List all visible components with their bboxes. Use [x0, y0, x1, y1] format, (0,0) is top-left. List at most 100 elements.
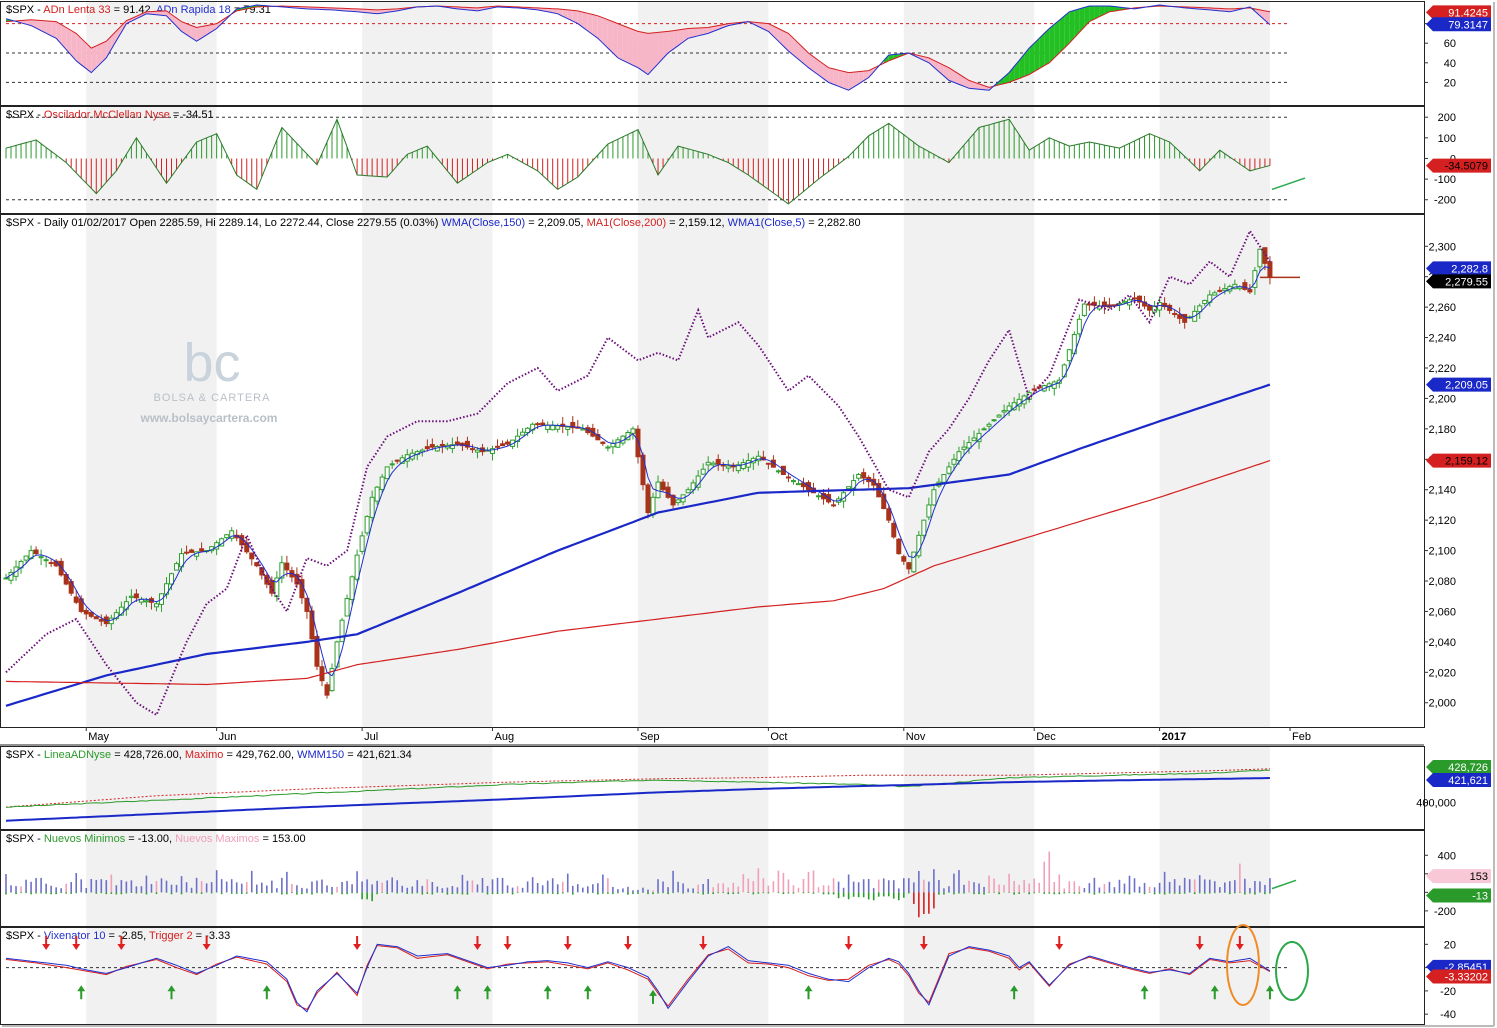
candle-body	[474, 449, 480, 453]
ad-line-badge-label: 428,726	[1448, 762, 1488, 774]
month-shade	[903, 215, 1035, 727]
candle-body	[715, 459, 721, 465]
adn-fill-pink	[372, 9, 378, 14]
candle-body	[93, 616, 99, 620]
candle-body	[359, 535, 365, 552]
sell-arrow-head	[72, 943, 81, 950]
watermark-url: www.bolsaycartera.com	[140, 411, 278, 425]
title-part: ADn Lenta 33	[43, 4, 110, 16]
month-shade	[86, 215, 217, 727]
candle-body	[901, 556, 907, 562]
candle-body	[1212, 292, 1218, 296]
adn-fill-pink	[367, 9, 373, 14]
candle-body	[128, 595, 134, 598]
adn-fill-pink	[923, 56, 929, 63]
candle-body	[720, 464, 726, 467]
candle-body	[384, 466, 390, 480]
y-tick-label: 400	[1438, 850, 1456, 862]
month-shade	[362, 107, 493, 213]
candle-body	[665, 486, 671, 498]
buy-arrow-head	[1265, 985, 1274, 992]
x-tick-label: Oct	[770, 731, 787, 743]
adn-fill-green	[1109, 5, 1115, 12]
buy-arrow-head	[1010, 985, 1019, 992]
candle-body	[63, 573, 69, 585]
title-part: $SPX -	[6, 833, 44, 845]
title-part: Maximo	[185, 749, 224, 761]
mcclellan-badge	[1426, 158, 1491, 173]
candle-body	[189, 549, 195, 553]
candle-body	[1066, 349, 1072, 362]
adn-fill-pink	[843, 71, 849, 91]
candle-body	[911, 551, 917, 573]
title-part: WMA(Close,150)	[441, 217, 525, 229]
mcclellan-badge-label: -34.5079	[1445, 161, 1488, 173]
candle-body	[846, 486, 852, 490]
adn-fill-pink	[126, 18, 132, 24]
adn-fill-pink	[622, 25, 628, 63]
trigger-badge-label: -3.33202	[1445, 971, 1488, 983]
candle-body	[113, 612, 119, 620]
candle-body	[284, 562, 290, 571]
candle-body	[1061, 364, 1067, 378]
adn-fill-green	[1004, 72, 1010, 84]
title-part: = 2,159.12,	[666, 217, 727, 229]
adn-fill-pink	[567, 9, 573, 22]
candle-body	[951, 458, 957, 465]
candle-body	[775, 470, 781, 473]
candle-body	[1247, 289, 1253, 293]
adn-fill-pink	[833, 68, 839, 87]
title-part: Vixenator 10	[44, 930, 106, 942]
watermark-name: BOLSA & CARTERA	[154, 392, 271, 404]
title-part: Nuevos Minimos	[44, 833, 126, 845]
candle-body	[264, 574, 270, 585]
adn-fill-pink	[813, 56, 819, 76]
candle-body	[490, 448, 496, 454]
candle-body	[249, 552, 255, 560]
y-tick-label: 2,200	[1428, 393, 1456, 405]
candle-body	[991, 419, 997, 422]
candle-body	[354, 554, 360, 580]
adn-fill-green	[1019, 54, 1025, 79]
adn-fill-pink	[758, 22, 764, 29]
candle-body	[184, 551, 190, 554]
title-part: $SPX -	[6, 109, 44, 121]
adn-fill-pink	[181, 21, 187, 35]
candle-body	[1081, 303, 1087, 316]
panel-title: $SPX - Nuevos Minimos = -13.00, Nuevos M…	[6, 833, 306, 845]
candle-body	[469, 448, 475, 451]
candle-body	[1101, 301, 1107, 308]
ma200-line	[5, 460, 1271, 686]
y-tick-label: -200	[1434, 906, 1456, 918]
title-part: = 2,209.05,	[525, 217, 586, 229]
candle-body	[1202, 299, 1208, 305]
candle-body	[48, 562, 54, 565]
month-shade	[637, 107, 769, 213]
candle-body	[540, 422, 546, 426]
candle-body	[419, 449, 425, 453]
candle-body	[710, 462, 716, 466]
adn-fill-pink	[637, 31, 643, 72]
adn-fill-pink	[201, 25, 207, 39]
x-tick-label: Nov	[906, 731, 926, 743]
adn-fill-green	[1039, 33, 1045, 69]
adn-fill-green	[1099, 5, 1105, 17]
dotted-indicator-line	[5, 228, 1271, 717]
adn-fill-pink	[984, 85, 990, 91]
y-tick-label: 2,220	[1428, 363, 1456, 375]
panel-frame	[0, 214, 1425, 728]
adn-fill-pink	[713, 25, 719, 32]
buy-arrow-head	[167, 985, 176, 992]
adn-fill-pink	[21, 20, 27, 25]
adn-fill-pink	[858, 71, 864, 84]
candle-body	[886, 508, 892, 521]
adn-fill-pink	[969, 80, 975, 89]
adn-fill-pink	[953, 70, 959, 85]
adn-slow-badge	[1426, 5, 1491, 20]
adn-fill-pink	[587, 13, 593, 35]
new-highs-badge	[1426, 869, 1491, 884]
candle-body	[394, 459, 400, 462]
title-part: $SPX -	[6, 930, 44, 942]
adn-fill-pink	[678, 29, 684, 46]
title-part: $SPX -	[6, 4, 43, 16]
